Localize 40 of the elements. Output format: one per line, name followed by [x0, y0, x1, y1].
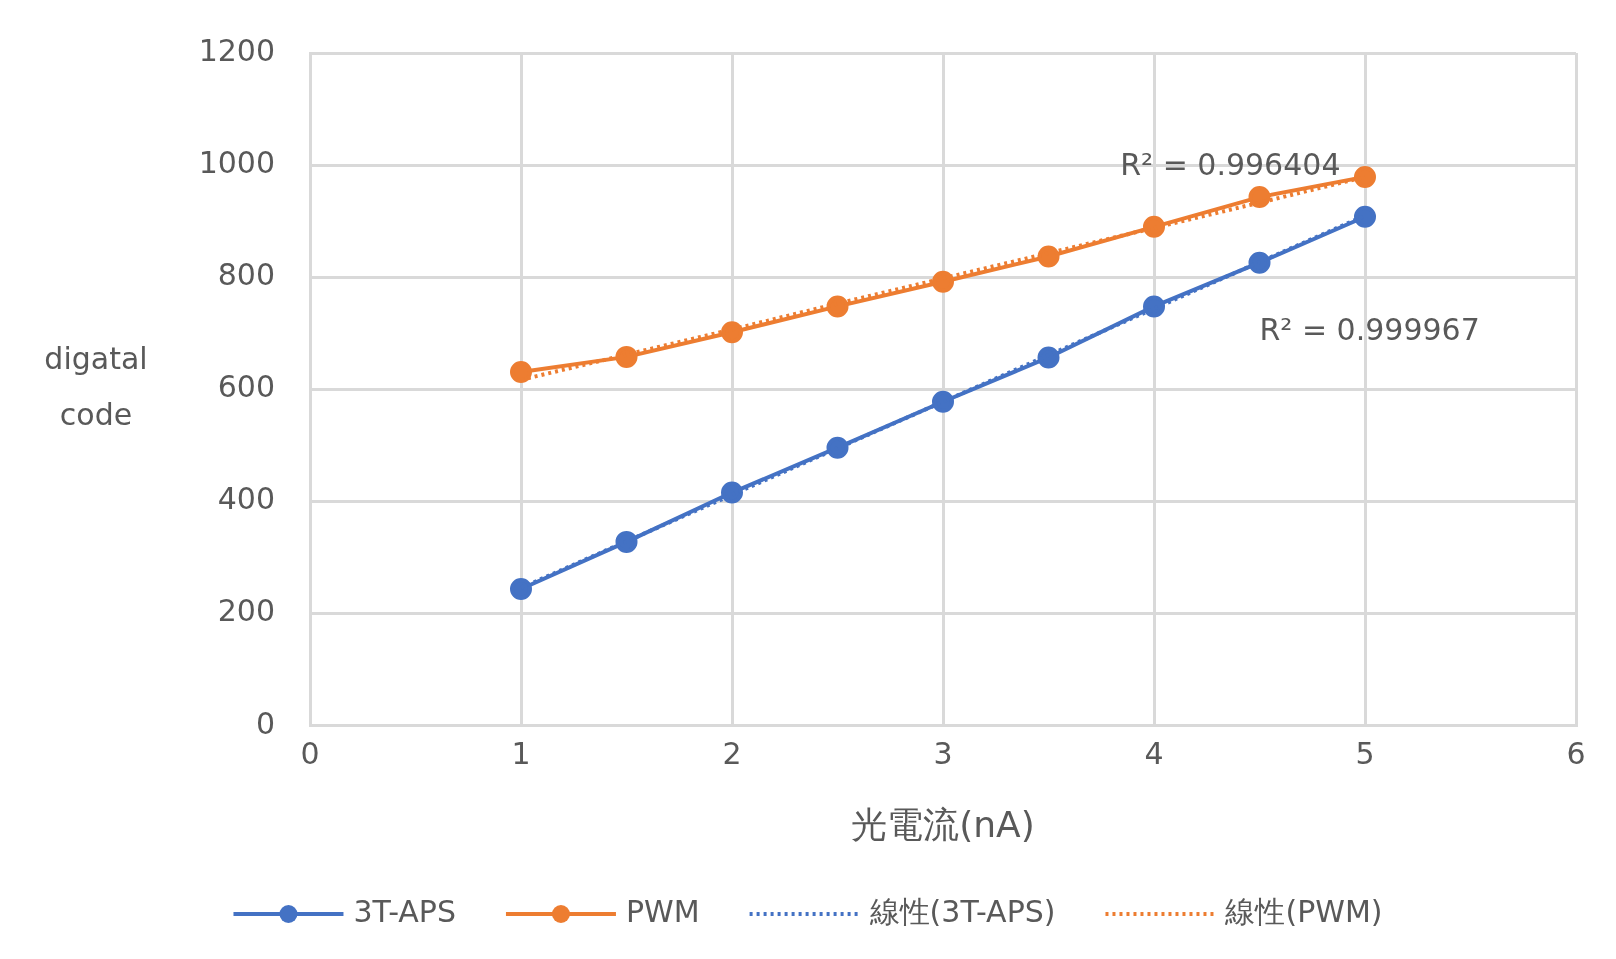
point [1037, 346, 1060, 369]
y-tick-label: 1000 [198, 144, 275, 180]
legend-label: 線性(3T-APS) [868, 893, 1056, 929]
point [615, 530, 638, 553]
x-axis-title: 光電流(nA) [851, 803, 1035, 845]
point [1143, 215, 1165, 238]
x-tick-label: 6 [1566, 735, 1586, 771]
y-tick-label: 600 [217, 369, 275, 405]
point [510, 361, 532, 384]
annotation: R² = 0.999967 [1259, 312, 1480, 348]
legend-label: 線性(PWM) [1224, 893, 1383, 929]
point [1248, 251, 1271, 274]
point [615, 345, 638, 368]
y-tick-label: 0 [255, 705, 275, 741]
legend-label: 3T-APS [353, 893, 456, 929]
point [826, 436, 849, 459]
y-tick-label: 400 [217, 481, 275, 517]
x-tick-label: 1 [511, 735, 531, 771]
point [1354, 165, 1376, 188]
annotation: R² = 0.996404 [1120, 147, 1341, 183]
y-tick-label: 1200 [198, 32, 275, 68]
y-axis-title: digatal code [44, 341, 148, 433]
point [932, 270, 954, 293]
point [826, 295, 849, 318]
x-tick-label: 3 [933, 735, 953, 771]
legend-label: PWM [625, 893, 700, 929]
point [1354, 205, 1376, 228]
point [932, 390, 954, 413]
y-tick-label: 800 [217, 257, 275, 293]
y-tick-label: 200 [217, 593, 275, 629]
point [721, 481, 743, 504]
point [721, 321, 743, 344]
point [510, 578, 532, 600]
point [1248, 186, 1271, 209]
point [1143, 295, 1165, 318]
point [1037, 245, 1060, 268]
x-tick-label: 4 [1144, 735, 1164, 771]
x-tick-label: 0 [300, 735, 320, 771]
x-tick-label: 2 [722, 735, 742, 771]
x-tick-label: 5 [1355, 735, 1375, 771]
